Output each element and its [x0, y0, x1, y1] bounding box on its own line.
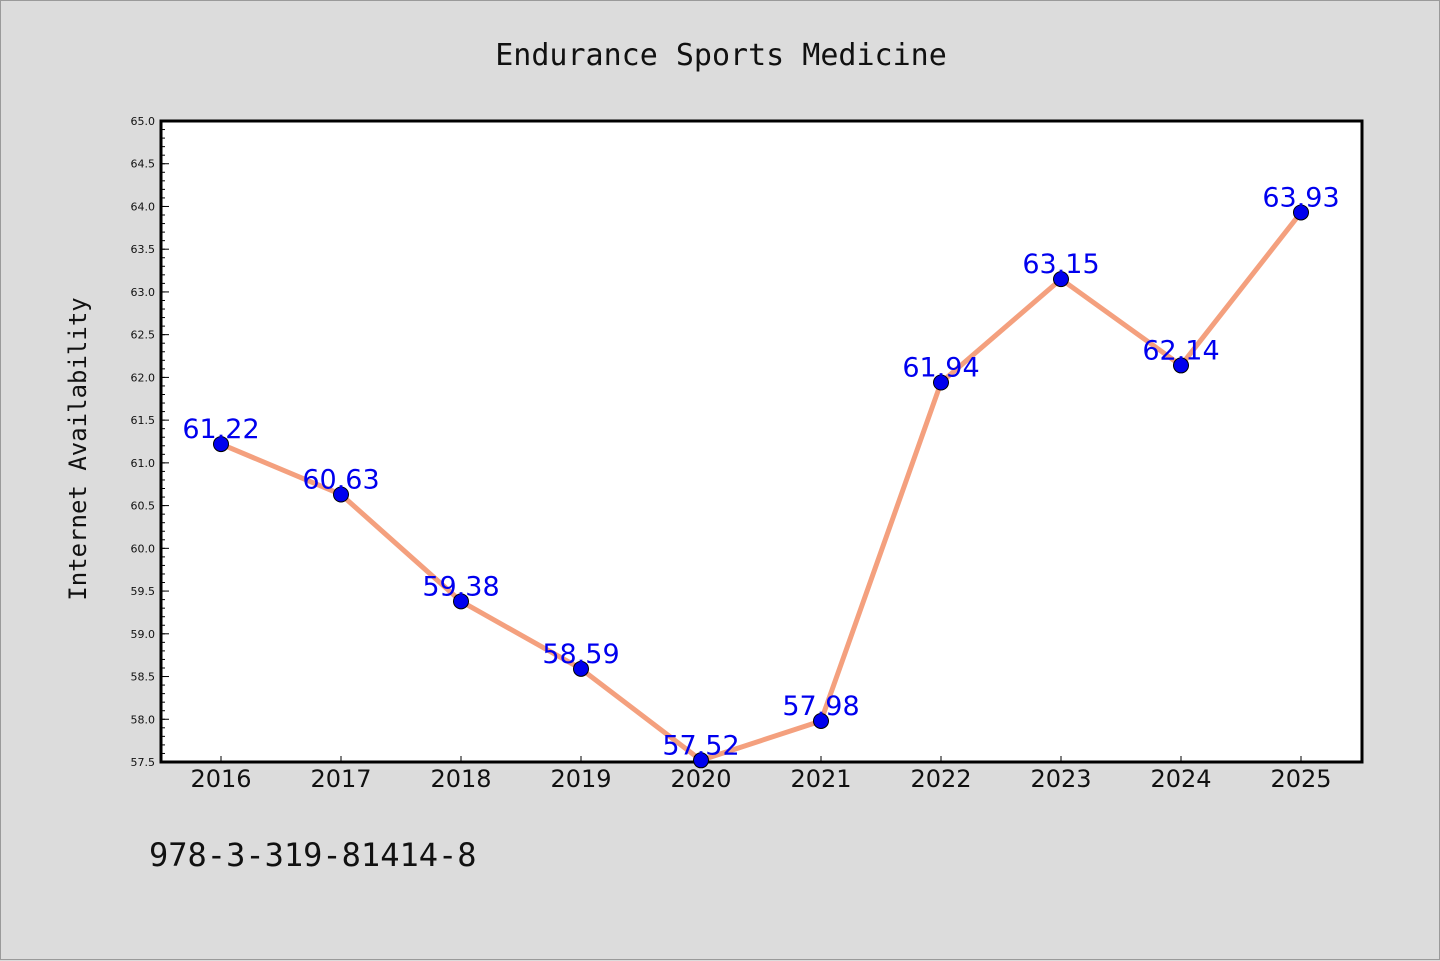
data-label: 63.15: [1022, 249, 1099, 280]
data-point: [333, 486, 349, 503]
y-axis-label: Internet Availability: [64, 297, 92, 600]
y-tick-label: 64.0: [131, 200, 156, 213]
plot-area: [159, 119, 1364, 764]
data-label: 57.52: [662, 730, 739, 761]
y-tick-label: 59.5: [131, 585, 156, 598]
y-tick-label: 60.5: [131, 500, 156, 513]
y-tick-label: 58.0: [131, 713, 156, 726]
y-tick-label: 59.0: [131, 628, 156, 641]
y-tick-label: 63.5: [131, 243, 156, 256]
y-tick-label: 62.0: [131, 371, 156, 384]
data-point: [1053, 271, 1069, 288]
data-point: [1293, 204, 1309, 221]
data-point: [573, 660, 589, 677]
x-tick-label: 2025: [1270, 765, 1331, 793]
y-tick-label: 61.5: [131, 414, 156, 427]
x-tick-label: 2023: [1030, 765, 1091, 793]
y-axis-ticks: 57.5 58.0 58.5 59.0 59.5 60.0 60.5 61.0 61.5 62.0…: [131, 115, 169, 769]
data-point: [693, 752, 709, 769]
x-tick-label: 2016: [190, 765, 251, 793]
footnote: 978-3-319-81414-8: [149, 836, 477, 874]
y-tick-label: 63.0: [131, 286, 156, 299]
data-label: 59.38: [422, 571, 499, 602]
x-tick-label: 2018: [430, 765, 491, 793]
series-points: [213, 204, 1309, 769]
data-label: 62.14: [1142, 335, 1219, 366]
data-point: [213, 436, 229, 453]
data-label: 61.94: [902, 353, 979, 384]
series-lines: [220, 210, 1303, 763]
data-point: [813, 712, 829, 729]
data-point: [1173, 357, 1189, 374]
x-tick-label: 2019: [550, 765, 611, 793]
y-tick-label: 65.0: [131, 115, 156, 128]
x-tick-label: 2024: [1150, 765, 1211, 793]
data-label: 58.59: [542, 639, 619, 670]
x-tick-label: 2021: [790, 765, 851, 793]
y-tick-label: 64.5: [131, 158, 156, 171]
y-tick-label: 57.5: [131, 756, 156, 769]
x-axis-ticks: 2016 2017 2018 2019 2020 2021 2022 2023 2024 2025: [190, 756, 1332, 793]
x-tick-label: 2020: [670, 765, 731, 793]
x-tick-label: 2022: [910, 765, 971, 793]
data-label: 61.22: [182, 414, 259, 445]
y-tick-label: 62.5: [131, 329, 156, 342]
series-line: [220, 210, 1303, 763]
x-tick-label: 2017: [310, 765, 371, 793]
data-label: 57.98: [782, 691, 859, 722]
data-labels: 61.22 60.63 59.38 58.59 57.52 57.98 61.94 63.15…: [182, 182, 1339, 761]
y-tick-label: 60.0: [131, 542, 156, 555]
y-tick-label: 61.0: [131, 457, 156, 470]
data-label: 60.63: [302, 464, 379, 495]
chart-title: Endurance Sports Medicine: [495, 38, 947, 73]
data-point: [933, 374, 949, 391]
data-label: 63.93: [1262, 182, 1339, 213]
y-tick-label: 58.5: [131, 671, 156, 684]
data-point: [453, 593, 469, 610]
